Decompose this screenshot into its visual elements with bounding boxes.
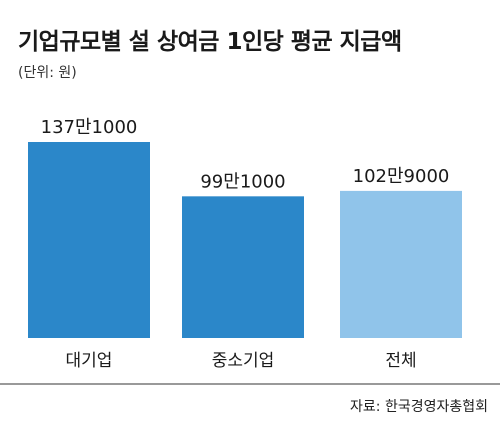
chart-title: 기업규모별 설 상여금 1인당 평균 지급액 [18, 29, 402, 55]
source-note: 자료: 한국경영자총협회 [350, 399, 488, 415]
category-label-sme: 중소기업 [212, 351, 275, 371]
category-label-large-company: 대기업 [66, 351, 113, 371]
bar-large-company [28, 142, 150, 338]
value-label-total: 102만9000 [353, 166, 450, 187]
unit-label: (단위: 원) [18, 65, 77, 81]
category-label-total: 전체 [385, 351, 416, 371]
value-label-sme: 99만1000 [200, 171, 285, 192]
bar-sme [182, 196, 304, 338]
bar-total [340, 190, 462, 338]
value-label-large-company: 137만1000 [41, 117, 138, 138]
